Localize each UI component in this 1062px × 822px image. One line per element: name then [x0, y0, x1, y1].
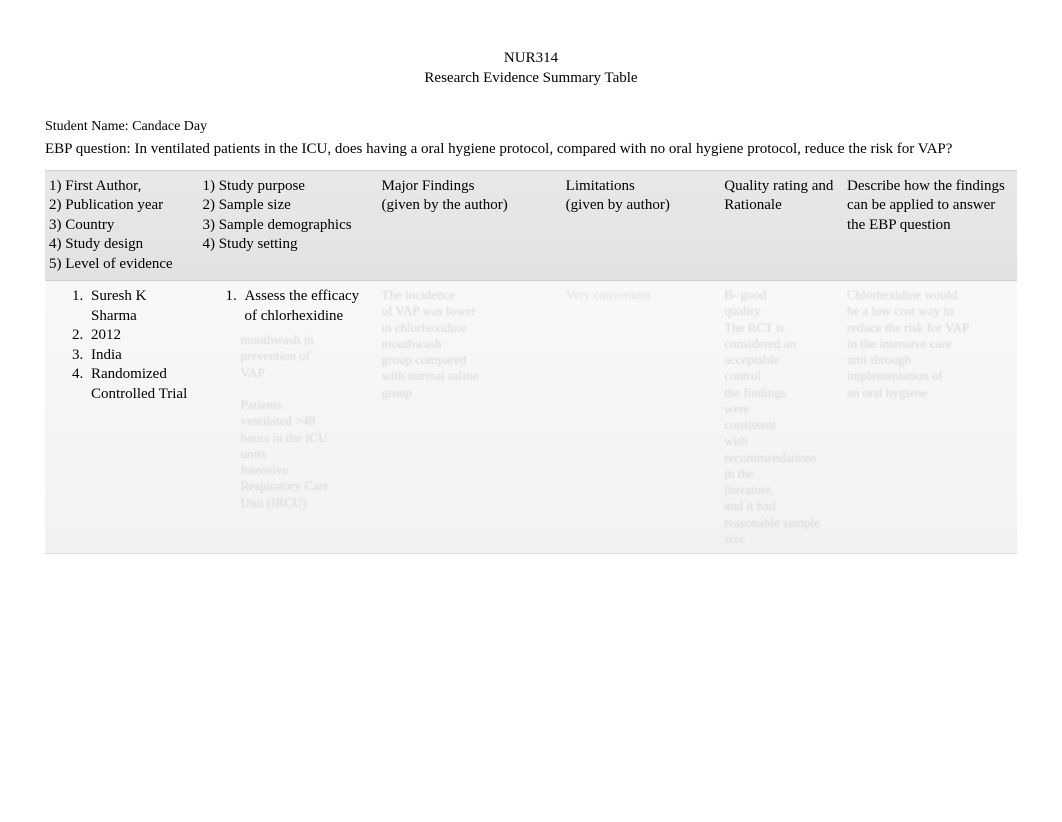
table-header-row: 1) First Author, 2) Publication year 3) … — [45, 170, 1017, 281]
header-col5-line1: Quality rating and — [724, 177, 839, 197]
header-col2-line3: 3) Sample demographics — [202, 216, 373, 236]
header-col3-line2: (given by the author) — [382, 196, 558, 216]
cell-limitations: Very convenient — [562, 281, 721, 554]
cell-quality-rating: B- goodqualityThe RCT isconsidered anacc… — [720, 281, 843, 554]
header-limitations: Limitations (given by author) — [562, 170, 721, 281]
header-col3-line1: Major Findings — [382, 177, 558, 197]
header-study-purpose: 1) Study purpose 2) Sample size 3) Sampl… — [198, 170, 377, 281]
header-col1-line3: 3) Country — [49, 216, 194, 236]
meta-info: Student Name: Candace Day EBP question: … — [45, 117, 1017, 160]
header-col4-line1: Limitations — [566, 177, 717, 197]
country-item: India — [87, 346, 194, 366]
smudged-limitations: Very convenient — [566, 287, 717, 303]
header-col1-line1: 1) First Author, — [49, 177, 194, 197]
table-title: Research Evidence Summary Table — [45, 70, 1017, 87]
header-col1-line5: 5) Level of evidence — [49, 255, 194, 275]
header-author-info: 1) First Author, 2) Publication year 3) … — [45, 170, 198, 281]
cell-author-info: Suresh K Sharma 2012 India Randomized Co… — [45, 281, 198, 554]
header-col4-line2: (given by author) — [566, 196, 717, 216]
document-header: NUR314 Research Evidence Summary Table — [45, 50, 1017, 87]
smudged-text: mouthwash inprevention ofVAPPatientsvent… — [202, 332, 373, 511]
smudged-quality: B- goodqualityThe RCT isconsidered anacc… — [724, 287, 839, 547]
evidence-summary-table: 1) First Author, 2) Publication year 3) … — [45, 170, 1017, 555]
header-col1-line4: 4) Study design — [49, 235, 194, 255]
header-col2-line4: 4) Study setting — [202, 235, 373, 255]
purpose-item: Assess the efficacy of chlorhexidine — [240, 287, 373, 326]
cell-study-purpose: Assess the efficacy of chlorhexidine mou… — [198, 281, 377, 554]
year-item: 2012 — [87, 326, 194, 346]
header-application: Describe how the findings can be applied… — [843, 170, 1017, 281]
cell-major-findings: The incidenceof VAP was lowerin chlorhex… — [378, 281, 562, 554]
cell-application: Chlorhexidine wouldbe a low cost way tor… — [843, 281, 1017, 554]
ebp-label: EBP question: — [45, 141, 134, 157]
smudged-findings: The incidenceof VAP was lowerin chlorhex… — [382, 287, 558, 401]
header-major-findings: Major Findings (given by the author) — [378, 170, 562, 281]
student-name-label: Student Name: — [45, 119, 132, 134]
header-quality-rating: Quality rating and Rationale — [720, 170, 843, 281]
header-col2-line2: 2) Sample size — [202, 196, 373, 216]
header-col6-line1: Describe how the findings can be applied… — [847, 177, 1013, 236]
author-item: Suresh K Sharma — [87, 287, 194, 326]
header-col5-line2: Rationale — [724, 196, 839, 216]
student-name-line: Student Name: Candace Day — [45, 117, 1017, 137]
design-item: Randomized Controlled Trial — [87, 365, 194, 404]
header-col2-line1: 1) Study purpose — [202, 177, 373, 197]
smudged-application: Chlorhexidine wouldbe a low cost way tor… — [847, 287, 1013, 401]
header-col1-line2: 2) Publication year — [49, 196, 194, 216]
course-code: NUR314 — [45, 50, 1017, 67]
ebp-question-line: EBP question: In ventilated patients in … — [45, 139, 1017, 160]
table-row: Suresh K Sharma 2012 India Randomized Co… — [45, 281, 1017, 554]
student-name-value: Candace Day — [132, 119, 207, 134]
ebp-question-value: In ventilated patients in the ICU, does … — [134, 141, 952, 157]
